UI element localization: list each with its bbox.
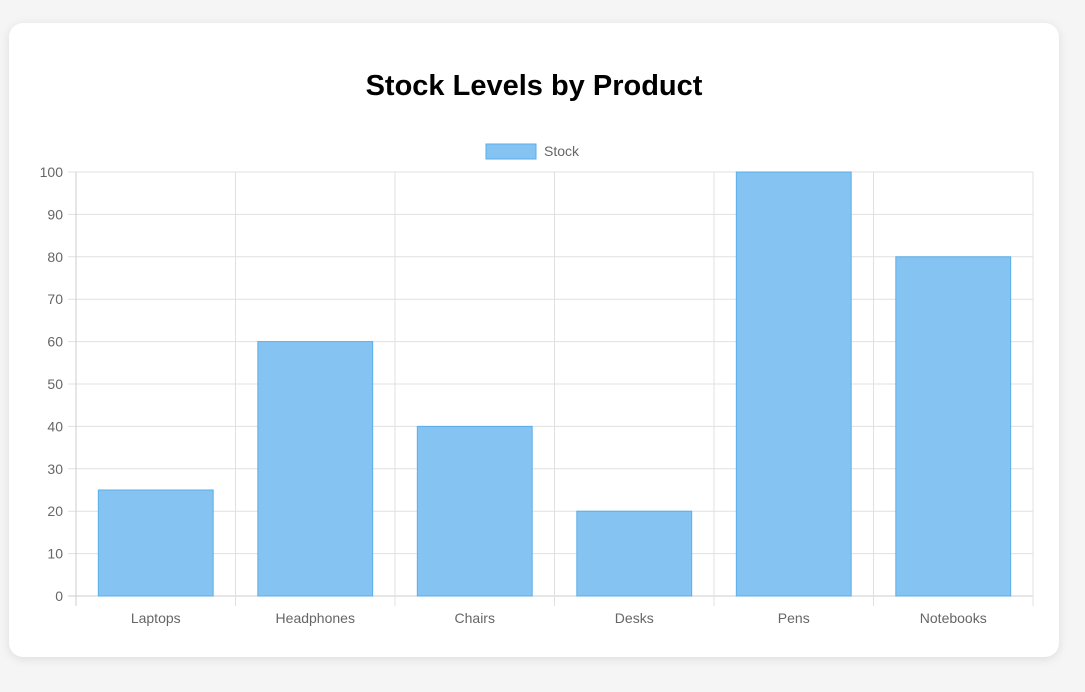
x-tick-label: Headphones	[276, 610, 355, 626]
bar-headphones[interactable]	[257, 341, 374, 597]
legend[interactable]: Stock	[485, 143, 580, 160]
chart-title: Stock Levels by Product	[365, 70, 703, 102]
y-axis-ticks: 0 10 20 30 40 50 60 70 80 90 100	[40, 164, 64, 604]
x-tick-label: Laptops	[131, 610, 181, 626]
x-axis-ticks: Laptops Headphones Chairs Desks Pens Notebook…	[131, 610, 987, 626]
y-tick-label: 20	[47, 503, 63, 519]
x-tick-label: Desks	[615, 610, 654, 626]
y-tick-label: 50	[47, 376, 63, 392]
x-tick-label: Notebooks	[920, 610, 987, 626]
y-tick-label: 60	[47, 334, 63, 350]
y-tick-label: 10	[47, 546, 63, 562]
y-tick-label: 100	[40, 164, 64, 180]
bar-laptops[interactable]	[97, 489, 214, 597]
y-tick-label: 30	[47, 461, 63, 477]
bar-desks[interactable]	[576, 510, 693, 597]
legend-swatch-stock[interactable]	[485, 143, 537, 160]
bar-chairs[interactable]	[416, 425, 533, 597]
bars	[97, 171, 1012, 597]
y-tick-label: 40	[47, 418, 63, 434]
x-tick-label: Pens	[778, 610, 810, 626]
y-tick-label: 0	[55, 588, 63, 604]
bar-notebooks[interactable]	[895, 256, 1012, 597]
y-tick-label: 80	[47, 249, 63, 265]
legend-label-stock[interactable]: Stock	[544, 143, 580, 159]
bar-pens[interactable]	[735, 171, 852, 597]
x-tick-label: Chairs	[455, 610, 495, 626]
y-tick-label: 70	[47, 291, 63, 307]
grid-lines	[68, 171, 1034, 606]
y-tick-label: 90	[47, 206, 63, 222]
